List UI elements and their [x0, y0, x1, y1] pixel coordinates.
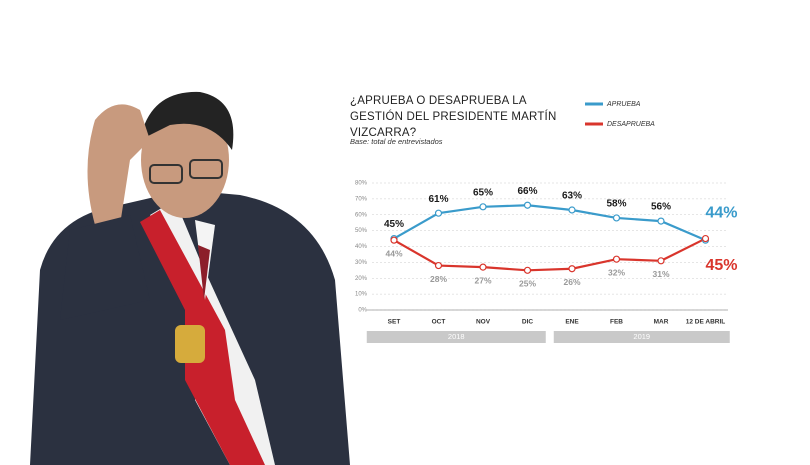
- data-point: [390, 236, 398, 244]
- y-tick-label: 10%: [355, 292, 368, 298]
- data-label: 44%: [705, 204, 737, 221]
- year-label: 2018: [448, 332, 465, 341]
- y-tick-label: 50%: [355, 228, 368, 234]
- data-point: [523, 266, 532, 274]
- data-point: [434, 209, 443, 217]
- y-tick-label: 70%: [355, 196, 368, 202]
- data-label: 31%: [652, 269, 669, 279]
- data-label: 26%: [563, 277, 580, 287]
- y-tick-label: 80%: [355, 181, 368, 187]
- x-tick-label: MAR: [654, 319, 669, 326]
- data-label: 65%: [473, 187, 493, 198]
- legend-label: DESAPRUEBA: [607, 121, 655, 128]
- year-band: [553, 331, 730, 343]
- data-point: [479, 203, 487, 211]
- data-label: 25%: [519, 279, 536, 289]
- data-label: 44%: [385, 248, 402, 258]
- data-label: 45%: [384, 219, 404, 230]
- data-point: [568, 265, 576, 273]
- x-tick-label: ENE: [565, 319, 579, 326]
- data-label: 61%: [428, 194, 448, 205]
- x-tick-label: FEB: [610, 319, 623, 326]
- y-tick-label: 0%: [358, 308, 367, 314]
- data-point: [701, 234, 710, 243]
- data-label: 58%: [606, 199, 626, 210]
- x-tick-label: 12 DE ABRIL: [686, 319, 726, 326]
- data-label: 56%: [651, 202, 671, 213]
- series-line: [393, 204, 706, 242]
- data-label: 28%: [430, 274, 447, 284]
- x-tick-label: SET: [388, 319, 401, 326]
- data-label: 45%: [705, 257, 737, 274]
- year-band: [366, 331, 546, 343]
- series-line: [393, 237, 706, 272]
- data-point: [568, 206, 576, 214]
- y-tick-label: 30%: [355, 260, 368, 266]
- data-point: [479, 263, 487, 271]
- data-label: 32%: [608, 267, 625, 277]
- x-tick-label: OCT: [432, 319, 446, 326]
- year-label: 2019: [633, 332, 650, 341]
- x-tick-label: DIC: [522, 319, 534, 326]
- data-point: [434, 261, 443, 270]
- y-tick-label: 20%: [355, 276, 368, 282]
- data-label: 66%: [517, 186, 537, 197]
- data-point: [612, 214, 621, 222]
- x-tick-label: NOV: [476, 319, 491, 326]
- y-tick-label: 40%: [355, 244, 368, 250]
- chart-subtitle: Base: total de entrevistados: [350, 137, 443, 146]
- data-point: [657, 257, 665, 265]
- data-label: 27%: [474, 275, 491, 285]
- data-point: [523, 201, 532, 209]
- data-label: 63%: [562, 191, 582, 202]
- legend-label: APRUEBA: [606, 101, 641, 108]
- y-tick-label: 60%: [355, 212, 368, 218]
- data-point: [657, 217, 665, 225]
- chart-title: ¿APRUEBA O DESAPRUEBA LA GESTIÓN DEL PRE…: [350, 95, 557, 139]
- photo: [20, 90, 350, 465]
- data-point: [612, 255, 621, 263]
